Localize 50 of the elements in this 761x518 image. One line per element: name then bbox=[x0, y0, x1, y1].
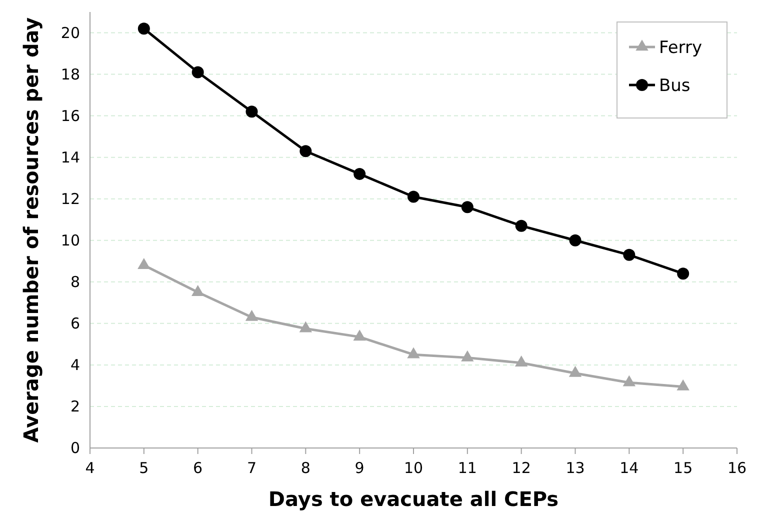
point bbox=[138, 22, 150, 35]
y-tick-label: 6 bbox=[70, 314, 80, 332]
point bbox=[622, 375, 636, 386]
x-tick-label: 8 bbox=[300, 459, 310, 477]
x-tick-label: 9 bbox=[354, 459, 364, 477]
point bbox=[568, 366, 582, 377]
x-tick-label: 15 bbox=[674, 459, 693, 477]
point bbox=[299, 321, 312, 332]
point bbox=[192, 66, 204, 78]
y-tick-label: 2 bbox=[70, 397, 80, 416]
y-tick-label: 4 bbox=[70, 356, 80, 374]
point bbox=[623, 248, 636, 261]
point bbox=[246, 106, 258, 118]
point bbox=[353, 330, 366, 341]
x-tick-label: 6 bbox=[193, 459, 203, 477]
point bbox=[245, 310, 258, 321]
point bbox=[191, 284, 204, 296]
point bbox=[676, 379, 690, 390]
point bbox=[569, 234, 582, 246]
point bbox=[408, 190, 420, 203]
x-axis-title: Days to evacuate all CEPs bbox=[268, 487, 559, 511]
point bbox=[138, 258, 150, 269]
point bbox=[514, 356, 528, 367]
y-tick-label: 18 bbox=[60, 65, 80, 84]
y-tick-label: 8 bbox=[70, 272, 80, 291]
y-tick-label: 10 bbox=[60, 231, 80, 250]
x-tick-label: 10 bbox=[404, 459, 424, 477]
x-tick-label: 4 bbox=[85, 459, 95, 477]
x-tick-label: 5 bbox=[139, 459, 149, 477]
y-tick-label: 16 bbox=[60, 106, 80, 125]
x-tick-label: 16 bbox=[727, 459, 747, 477]
point bbox=[354, 168, 366, 180]
point bbox=[515, 220, 528, 232]
y-tick-label: 12 bbox=[60, 190, 80, 208]
x-tick-label: 13 bbox=[566, 459, 585, 477]
y-axis-title: Average number of resources per day bbox=[19, 17, 43, 443]
y-tick-label: 14 bbox=[60, 148, 80, 166]
point bbox=[461, 201, 474, 214]
x-tick-label: 11 bbox=[458, 459, 477, 477]
legend-label: Ferry bbox=[659, 38, 702, 58]
y-tick-label: 20 bbox=[60, 24, 80, 42]
x-tick-label: 14 bbox=[620, 459, 639, 477]
point bbox=[677, 268, 690, 280]
point bbox=[407, 347, 420, 358]
point bbox=[461, 350, 474, 362]
x-tick-label: 7 bbox=[246, 459, 257, 477]
x-tick-label: 12 bbox=[512, 459, 531, 477]
y-tick-label: 0 bbox=[70, 439, 80, 457]
point bbox=[300, 145, 312, 158]
legend-label: Bus bbox=[659, 76, 690, 96]
